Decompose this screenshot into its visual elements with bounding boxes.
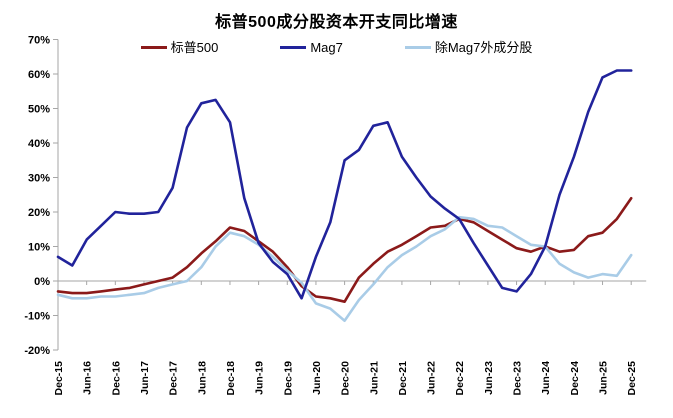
x-axis-label: Dec-25 (626, 361, 638, 396)
legend-item-mag7: Mag7 (280, 41, 343, 54)
x-axis-label: Dec-23 (512, 361, 524, 396)
legend-swatch (404, 46, 431, 49)
x-axis-label: Jun-20 (311, 361, 323, 395)
y-axis-label: 10% (28, 242, 50, 254)
y-axis-label: -10% (24, 311, 50, 323)
series-line-mag7 (56, 69, 633, 300)
x-axis-label: Dec-24 (569, 361, 581, 396)
x-axis-label: Jun-19 (254, 361, 266, 395)
x-axis-label: Dec-22 (454, 361, 466, 396)
x-axis-label: Jun-16 (82, 361, 94, 395)
legend-label: Mag7 (310, 40, 343, 55)
legend-item-sp500: 标普500 (140, 40, 219, 55)
x-axis-label: Jun-25 (598, 361, 610, 395)
x-axis-label: Jun-17 (139, 361, 151, 395)
y-axis-label: -20% (24, 345, 50, 357)
x-axis-label: Dec-21 (397, 361, 409, 396)
x-axis-label: Dec-17 (168, 361, 180, 396)
series-line-sp500 (56, 196, 633, 304)
legend-swatch (280, 46, 307, 49)
x-axis-label: Jun-23 (483, 361, 495, 395)
x-axis-label: Jun-18 (196, 361, 208, 395)
legend-label: 标普500 (170, 40, 219, 55)
y-axis-label: 0% (34, 276, 50, 288)
y-axis-label: 70% (28, 35, 50, 47)
x-axis-label: Jun-22 (426, 361, 438, 395)
x-axis-label: Dec-19 (282, 361, 294, 396)
y-axis-label: 30% (28, 173, 50, 185)
x-axis-label: Jun-24 (540, 361, 552, 395)
chart-title: 标普500成分股资本开支同比增速 (215, 14, 458, 31)
x-axis-label: Dec-15 (53, 361, 65, 396)
legend-swatch (140, 46, 167, 49)
x-axis-label: Dec-16 (110, 361, 122, 396)
y-axis-label: 60% (28, 69, 50, 81)
x-axis-label: Dec-18 (225, 361, 237, 396)
y-axis-label: 50% (28, 104, 50, 116)
chart-legend: 标普500 Mag7 除Mag7外成分股 (0, 41, 673, 54)
series-line-ex-mag7 (56, 215, 633, 323)
y-axis-label: 40% (28, 138, 50, 150)
x-axis-label: Jun-21 (368, 361, 380, 395)
legend-label: 除Mag7外成分股 (434, 40, 533, 55)
legend-item-ex-mag7: 除Mag7外成分股 (404, 40, 533, 55)
x-axis-label: Dec-20 (340, 361, 352, 396)
y-axis-label: 20% (28, 207, 50, 219)
